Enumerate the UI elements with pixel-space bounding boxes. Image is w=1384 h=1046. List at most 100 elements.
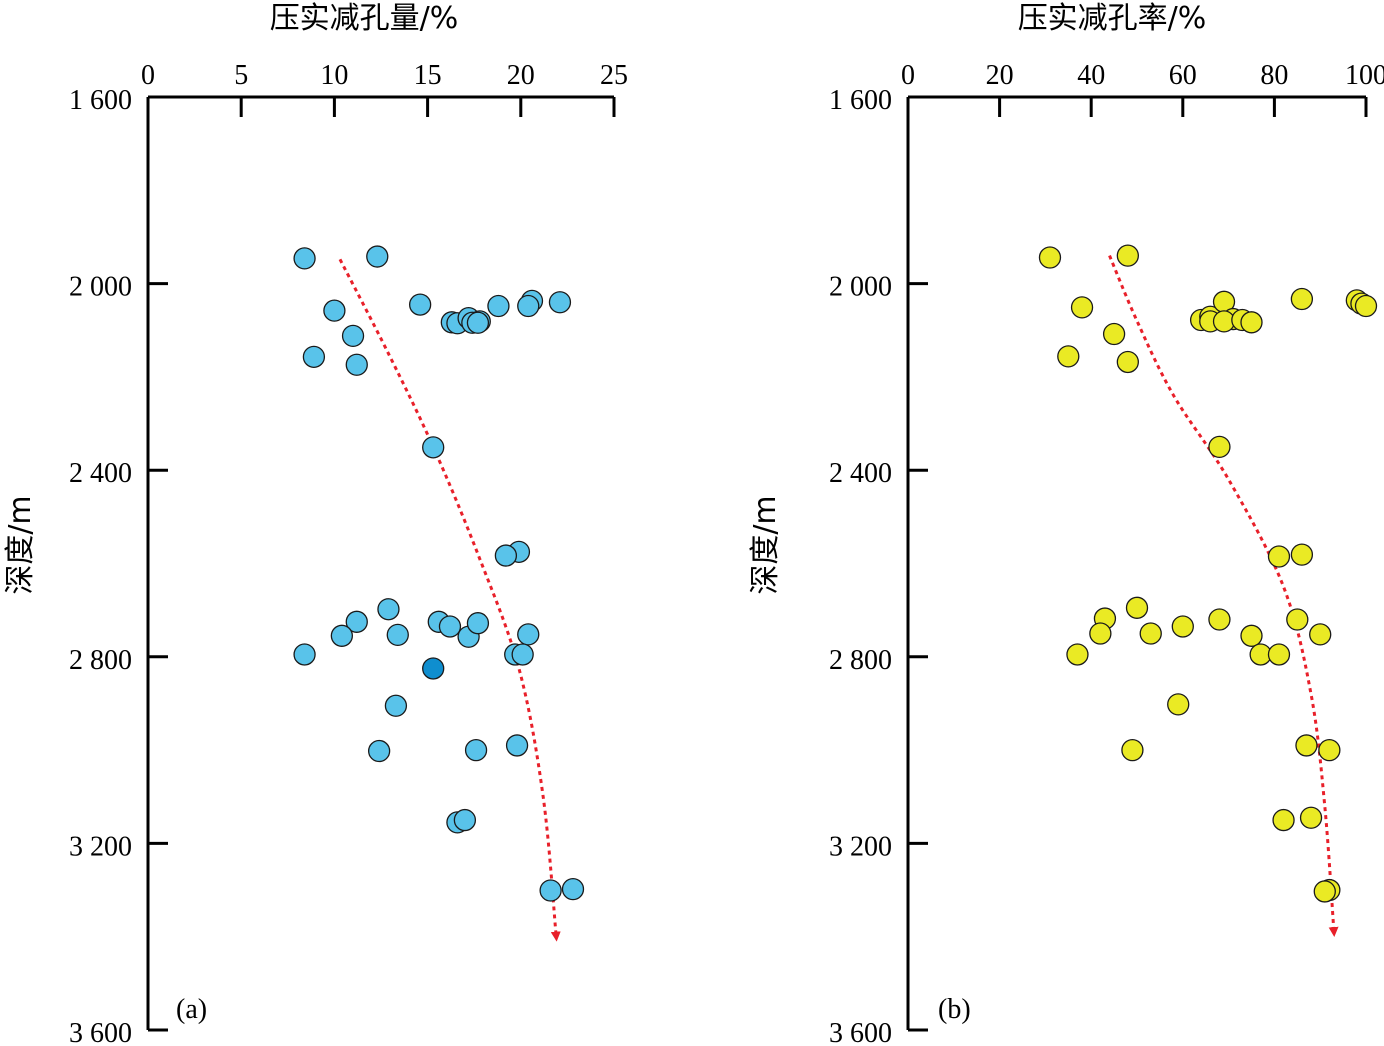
data-point bbox=[1125, 596, 1149, 619]
x-tick-label: 60 bbox=[1169, 60, 1197, 91]
data-point bbox=[466, 612, 490, 635]
data-point bbox=[386, 623, 409, 647]
y-tick-label: 3 200 bbox=[829, 831, 892, 862]
data-point bbox=[366, 245, 389, 268]
y-tick-label: 2 800 bbox=[829, 645, 892, 676]
data-point bbox=[341, 324, 365, 347]
y-tick-group: 1 600 2 000 2 400 2 800 3 200 3 600 bbox=[69, 85, 168, 1046]
data-point bbox=[408, 293, 432, 316]
data-point bbox=[1272, 808, 1295, 832]
x-tick-label: 20 bbox=[986, 60, 1014, 91]
data-point bbox=[464, 738, 488, 762]
x-tick-label: 0 bbox=[901, 60, 915, 91]
data-point bbox=[517, 623, 540, 646]
x-tick-label: 80 bbox=[1260, 60, 1288, 91]
x-tick-group: 0 20 40 60 80 100 bbox=[901, 60, 1384, 117]
panel-label: (b) bbox=[938, 994, 971, 1025]
data-point bbox=[1139, 622, 1162, 645]
data-point bbox=[561, 877, 585, 901]
y-tick-label: 2 000 bbox=[69, 272, 132, 303]
data-point bbox=[1070, 296, 1094, 319]
data-point bbox=[384, 694, 408, 717]
data-point bbox=[1309, 623, 1332, 646]
data-point bbox=[1102, 322, 1126, 346]
data-point bbox=[293, 247, 316, 270]
y-tick-label: 2 000 bbox=[829, 272, 892, 303]
x-axis-title: 压实减孔量/% bbox=[270, 1, 459, 36]
axis-frame bbox=[146, 95, 614, 1030]
data-point bbox=[1295, 734, 1318, 757]
data-point bbox=[367, 739, 391, 763]
data-point bbox=[1171, 615, 1194, 638]
data-point bbox=[1299, 806, 1323, 829]
panel-label: (a) bbox=[176, 994, 207, 1025]
data-point bbox=[1208, 608, 1231, 631]
data-point bbox=[511, 643, 534, 666]
y-tick-label: 1 600 bbox=[69, 85, 132, 116]
data-point bbox=[517, 294, 540, 318]
data-point bbox=[345, 353, 368, 376]
data-point bbox=[422, 436, 445, 459]
data-point bbox=[548, 291, 572, 314]
trend-arrow bbox=[338, 258, 561, 942]
data-point bbox=[505, 734, 529, 757]
data-point bbox=[323, 299, 346, 322]
y-axis-title: 深度/m bbox=[748, 495, 783, 594]
y-tick-label: 3 600 bbox=[829, 1018, 892, 1046]
x-tick-label: 40 bbox=[1077, 60, 1105, 91]
data-point bbox=[377, 598, 400, 621]
y-tick-label: 1 600 bbox=[829, 85, 892, 116]
data-point bbox=[539, 879, 562, 902]
data-point bbox=[293, 643, 316, 666]
y-tick-label: 2 400 bbox=[69, 458, 132, 489]
x-tick-label: 10 bbox=[320, 60, 348, 91]
data-point bbox=[494, 544, 518, 567]
data-point bbox=[1354, 294, 1378, 318]
axis-frame bbox=[906, 95, 1366, 1030]
data-point bbox=[438, 615, 462, 638]
panel-b: 压实减孔率/% 0 20 40 60 80 100 1 600 2 000 2 400 2 80… bbox=[748, 1, 1384, 1046]
data-point bbox=[302, 345, 326, 368]
x-axis-title: 压实减孔率/% bbox=[1018, 1, 1207, 36]
data-point bbox=[1240, 624, 1263, 647]
data-point bbox=[1116, 350, 1139, 374]
x-tick-label: 5 bbox=[234, 60, 248, 91]
data-point bbox=[1267, 643, 1291, 666]
data-point bbox=[453, 808, 477, 832]
data-point bbox=[1038, 246, 1062, 269]
data-point bbox=[1167, 693, 1190, 716]
data-point bbox=[422, 657, 445, 680]
y-tick-label: 3 600 bbox=[69, 1018, 132, 1046]
data-point bbox=[1121, 738, 1144, 762]
data-point bbox=[1267, 545, 1291, 568]
data-point bbox=[330, 624, 354, 647]
data-point bbox=[1290, 543, 1314, 566]
x-tick-label: 20 bbox=[507, 60, 535, 91]
x-tick-label: 100 bbox=[1345, 60, 1384, 91]
x-tick-group: 0 5 10 15 20 25 bbox=[141, 60, 628, 117]
y-tick-label: 3 200 bbox=[69, 831, 132, 862]
data-point bbox=[466, 311, 490, 334]
data-point bbox=[487, 294, 510, 318]
data-point bbox=[1240, 311, 1263, 334]
x-tick-label: 25 bbox=[600, 60, 628, 91]
x-tick-label: 15 bbox=[414, 60, 442, 91]
y-tick-group: 1 600 2 000 2 400 2 800 3 200 3 600 bbox=[829, 85, 928, 1046]
panel-a: 压实减孔量/% 0 5 10 15 20 25 1 600 2 000 2 400 2 800 3… bbox=[3, 1, 628, 1046]
x-tick-label: 0 bbox=[141, 60, 155, 91]
data-point bbox=[1116, 244, 1139, 267]
data-point bbox=[1318, 738, 1341, 762]
data-point bbox=[1208, 435, 1231, 459]
data-point bbox=[1290, 287, 1314, 311]
y-tick-label: 2 800 bbox=[69, 645, 132, 676]
data-point bbox=[1066, 643, 1089, 666]
data-points bbox=[1038, 244, 1378, 903]
data-point bbox=[1057, 345, 1080, 368]
data-points bbox=[293, 245, 585, 902]
y-axis-title: 深度/m bbox=[3, 495, 38, 594]
trend-arrow bbox=[1108, 255, 1339, 938]
data-point bbox=[1313, 880, 1336, 903]
data-point bbox=[1286, 608, 1309, 631]
y-tick-label: 2 400 bbox=[829, 458, 892, 489]
